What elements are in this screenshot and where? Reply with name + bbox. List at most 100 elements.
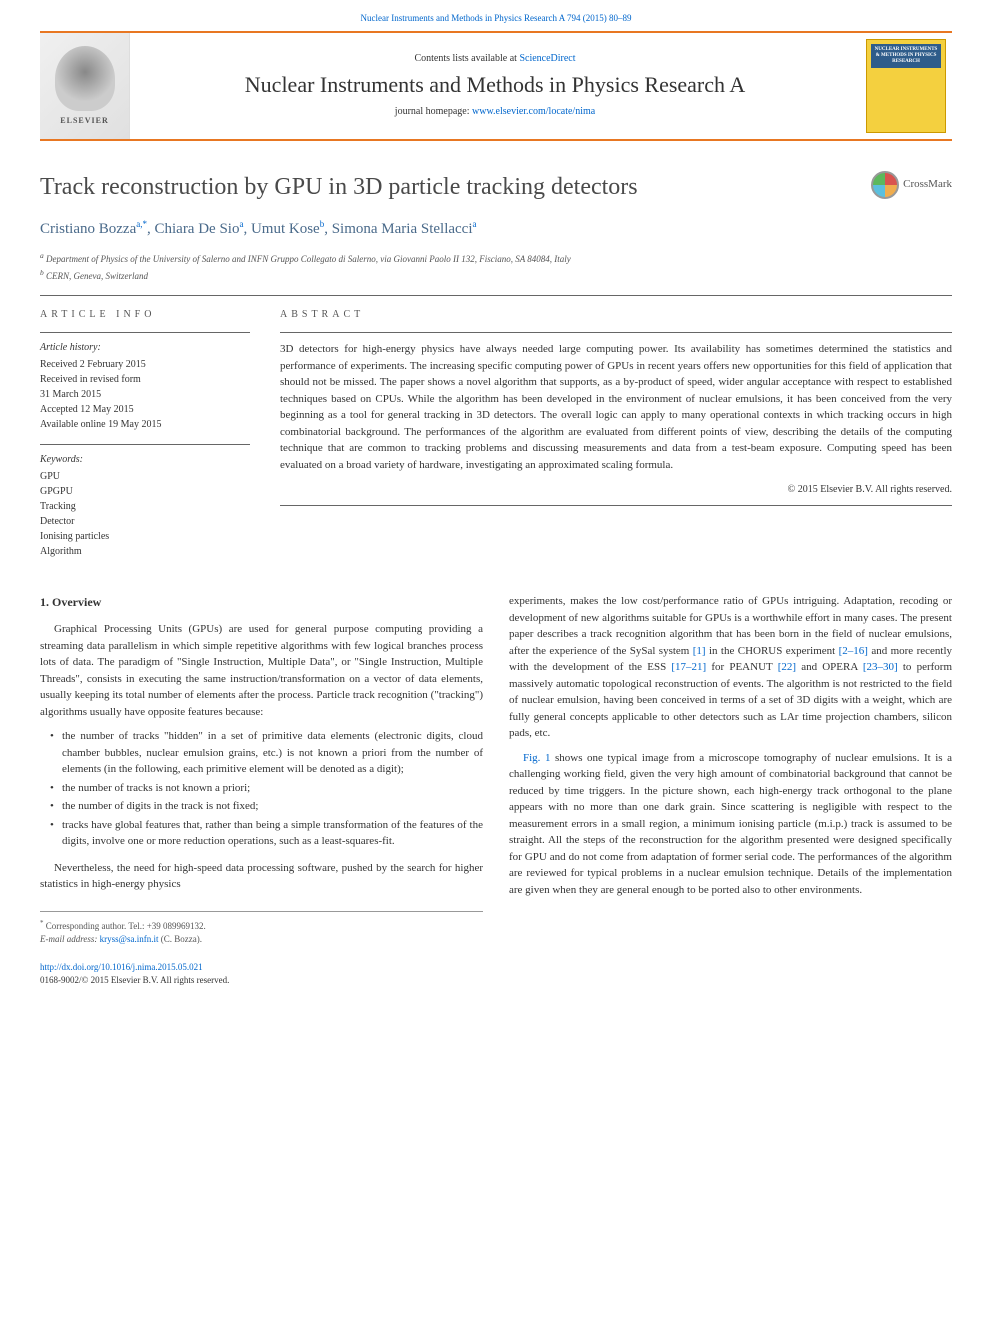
author-sup: a,* xyxy=(136,219,147,229)
history-line: 31 March 2015 xyxy=(40,387,250,402)
abstract-divider xyxy=(280,332,952,333)
column-right: experiments, makes the low cost/performa… xyxy=(509,593,952,988)
paragraph: Graphical Processing Units (GPUs) are us… xyxy=(40,621,483,720)
info-divider xyxy=(40,444,250,445)
elsevier-tree-icon xyxy=(55,46,115,111)
author-sup: a xyxy=(239,219,243,229)
keyword: GPU xyxy=(40,469,250,484)
history-line: Available online 19 May 2015 xyxy=(40,417,250,432)
elsevier-text: ELSEVIER xyxy=(60,115,108,126)
contents-prefix: Contents lists available at xyxy=(414,53,519,64)
keyword: Tracking xyxy=(40,499,250,514)
journal-name: Nuclear Instruments and Methods in Physi… xyxy=(140,70,850,101)
affiliation: b CERN, Geneva, Switzerland xyxy=(40,267,952,284)
affiliation: a Department of Physics of the Universit… xyxy=(40,250,952,267)
abstract-text: 3D detectors for high-energy physics hav… xyxy=(280,341,952,473)
ref-link[interactable]: [22] xyxy=(778,661,796,673)
top-citation-link[interactable]: Nuclear Instruments and Methods in Physi… xyxy=(361,13,632,23)
author-sup: b xyxy=(320,219,325,229)
list-item: the number of tracks "hidden" in a set o… xyxy=(52,728,483,778)
keywords-block: Keywords: GPU GPGPU Tracking Detector Io… xyxy=(40,453,250,559)
article-area: Track reconstruction by GPU in 3D partic… xyxy=(40,141,952,988)
history-label: Article history: xyxy=(40,341,250,355)
text-run: shows one typical image from a microscop… xyxy=(509,752,952,896)
crossmark-badge[interactable]: CrossMark xyxy=(871,171,952,199)
corr-tel: +39 089969132. xyxy=(147,921,206,931)
body-columns: 1. Overview Graphical Processing Units (… xyxy=(40,593,952,988)
article-info: ARTICLE INFO Article history: Received 2… xyxy=(40,308,250,571)
doi-block: http://dx.doi.org/10.1016/j.nima.2015.05… xyxy=(40,961,483,988)
article-title: Track reconstruction by GPU in 3D partic… xyxy=(40,171,871,205)
text-run: and OPERA xyxy=(796,661,863,673)
journal-banner: ELSEVIER Contents lists available at Sci… xyxy=(40,31,952,141)
divider xyxy=(40,295,952,296)
title-row: Track reconstruction by GPU in 3D partic… xyxy=(40,171,952,219)
affiliations: a Department of Physics of the Universit… xyxy=(40,250,952,283)
journal-cover: NUCLEAR INSTRUMENTS & METHODS IN PHYSICS… xyxy=(866,39,946,133)
author: Umut Kose xyxy=(251,221,320,237)
corresponding-line: * Corresponding author. Tel.: +39 089969… xyxy=(40,918,483,934)
corr-label: Corresponding author. Tel.: xyxy=(46,921,147,931)
contents-line: Contents lists available at ScienceDirec… xyxy=(140,52,850,66)
authors-line: Cristiano Bozzaa,*, Chiara De Sioa, Umut… xyxy=(40,218,952,240)
text-run: in the CHORUS experiment xyxy=(706,645,839,657)
info-heading: ARTICLE INFO xyxy=(40,308,250,322)
email-label: E-mail address: xyxy=(40,934,100,944)
doi-link[interactable]: http://dx.doi.org/10.1016/j.nima.2015.05… xyxy=(40,962,203,972)
keyword: GPGPU xyxy=(40,484,250,499)
keyword: Algorithm xyxy=(40,544,250,559)
crossmark-icon xyxy=(871,171,899,199)
affil-text: Department of Physics of the University … xyxy=(46,254,571,264)
homepage-line: journal homepage: www.elsevier.com/locat… xyxy=(140,105,850,119)
ref-link[interactable]: [2–16] xyxy=(839,645,868,657)
crossmark-label: CrossMark xyxy=(903,177,952,192)
affil-text: CERN, Geneva, Switzerland xyxy=(46,271,148,281)
email-suffix: (C. Bozza). xyxy=(158,934,201,944)
list-item: the number of digits in the track is not… xyxy=(52,798,483,815)
keyword: Detector xyxy=(40,514,250,529)
text-run: for PEANUT xyxy=(706,661,778,673)
history-line: Received 2 February 2015 xyxy=(40,357,250,372)
list-item: tracks have global features that, rather… xyxy=(52,817,483,850)
cover-title: NUCLEAR INSTRUMENTS & METHODS IN PHYSICS… xyxy=(871,44,941,68)
figure-link[interactable]: Fig. 1 xyxy=(523,752,550,764)
author-sup: a xyxy=(473,219,477,229)
ref-link[interactable]: [1] xyxy=(693,645,706,657)
paragraph: experiments, makes the low cost/performa… xyxy=(509,593,952,742)
ref-link[interactable]: [23–30] xyxy=(863,661,898,673)
keywords-label: Keywords: xyxy=(40,453,250,467)
author: Simona Maria Stellacci xyxy=(332,221,473,237)
homepage-prefix: journal homepage: xyxy=(395,106,472,117)
section-1-heading: 1. Overview xyxy=(40,593,483,611)
abstract: ABSTRACT 3D detectors for high-energy ph… xyxy=(280,308,952,571)
issn-line: 0168-9002/© 2015 Elsevier B.V. All right… xyxy=(40,975,229,985)
email-line: E-mail address: kryss@sa.infn.it (C. Boz… xyxy=(40,933,483,947)
affil-sup: a xyxy=(40,251,44,260)
column-left: 1. Overview Graphical Processing Units (… xyxy=(40,593,483,988)
homepage-link[interactable]: www.elsevier.com/locate/nima xyxy=(472,106,595,117)
copyright: © 2015 Elsevier B.V. All rights reserved… xyxy=(280,483,952,497)
author: Cristiano Bozza xyxy=(40,221,136,237)
info-abstract-row: ARTICLE INFO Article history: Received 2… xyxy=(40,308,952,571)
bullet-list: the number of tracks "hidden" in a set o… xyxy=(52,728,483,850)
history-line: Received in revised form xyxy=(40,372,250,387)
info-divider xyxy=(40,332,250,333)
affil-sup: b xyxy=(40,268,44,277)
abstract-heading: ABSTRACT xyxy=(280,308,952,322)
paragraph: Nevertheless, the need for high-speed da… xyxy=(40,860,483,893)
history-line: Accepted 12 May 2015 xyxy=(40,402,250,417)
keyword: Ionising particles xyxy=(40,529,250,544)
ref-link[interactable]: [17–21] xyxy=(671,661,706,673)
top-citation: Nuclear Instruments and Methods in Physi… xyxy=(0,0,992,31)
corresponding-footer: * Corresponding author. Tel.: +39 089969… xyxy=(40,911,483,947)
elsevier-logo: ELSEVIER xyxy=(40,33,130,139)
list-item: the number of tracks is not known a prio… xyxy=(52,780,483,797)
email-link[interactable]: kryss@sa.infn.it xyxy=(100,934,159,944)
sciencedirect-link[interactable]: ScienceDirect xyxy=(519,53,575,64)
history-block: Article history: Received 2 February 201… xyxy=(40,341,250,432)
banner-center: Contents lists available at ScienceDirec… xyxy=(130,33,860,139)
abstract-divider-bottom xyxy=(280,505,952,506)
paragraph: Fig. 1 shows one typical image from a mi… xyxy=(509,750,952,899)
author: Chiara De Sio xyxy=(154,221,239,237)
asterisk-icon: * xyxy=(40,919,44,927)
